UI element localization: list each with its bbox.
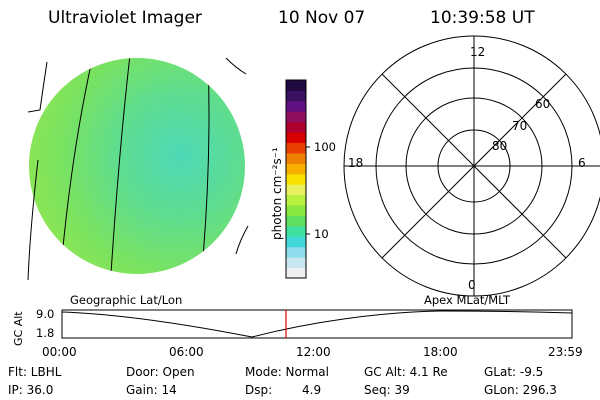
- polar-grid: [343, 35, 600, 297]
- observation-date: 10 Nov 07: [278, 8, 366, 28]
- colorbar-swatch: [286, 121, 306, 133]
- status-gc-alt: GC Alt: 4.1 Re: [364, 365, 448, 379]
- colorbar-swatch: [286, 205, 306, 216]
- colorbar-swatch: [286, 194, 306, 206]
- colorbar-swatch: [286, 267, 306, 279]
- timeline-xtick-0: 00:00: [42, 345, 77, 359]
- colorbar-swatch: [286, 142, 306, 154]
- colorbar-swatch: [286, 215, 306, 227]
- status-dsp-label: Dsp:: [245, 383, 273, 397]
- status-gain: Gain: 14: [126, 383, 177, 397]
- observation-time: 10:39:58 UT: [430, 8, 535, 28]
- lat-label-60: 60: [535, 97, 551, 111]
- status-glat: GLat: -9.5: [484, 365, 544, 379]
- timeline-xtick-1: 06:00: [169, 345, 204, 359]
- colorbar-swatch: [286, 257, 306, 269]
- lat-label-70: 70: [512, 119, 528, 133]
- colorbar-swatch: [286, 80, 306, 91]
- colorbar-swatch: [286, 225, 306, 237]
- timeline-right-label: Apex MLat/MLT: [424, 293, 511, 307]
- status-dsp-value: 4.9: [302, 383, 322, 397]
- status-glon: GLon: 296.3: [484, 383, 557, 397]
- status-seq: Seq: 39: [364, 383, 410, 397]
- timeline-ytick-max: 9.0: [36, 307, 55, 321]
- timeline-xtick-3: 18:00: [423, 345, 458, 359]
- colorbar-swatch: [286, 111, 306, 123]
- status-mode: Mode: Normal: [245, 365, 329, 379]
- mlt-label-18: 18: [348, 156, 364, 170]
- colorbar-tick-10: 10: [314, 227, 329, 241]
- uv-earth-image: [29, 58, 245, 274]
- colorbar-swatch: [286, 90, 306, 102]
- mlt-label-0: 0: [468, 278, 476, 292]
- status-filter: Flt: LBHL: [8, 365, 62, 379]
- colorbar: [285, 79, 310, 279]
- timeline-ytick-min: 1.8: [36, 326, 55, 340]
- status-ip: IP: 36.0: [8, 383, 54, 397]
- status-door: Door: Open: [126, 365, 195, 379]
- timeline-xtick-2: 12:00: [296, 345, 331, 359]
- timeline-xtick-4: 23:59: [548, 345, 583, 359]
- colorbar-swatch: [286, 152, 306, 164]
- colorbar-swatch: [286, 236, 306, 248]
- colorbar-swatch: [286, 173, 306, 185]
- colorbar-swatch: [286, 184, 306, 196]
- colorbar-swatch: [286, 163, 306, 175]
- mlt-label-12: 12: [470, 45, 486, 59]
- colorbar-swatch: [286, 132, 306, 144]
- lat-label-80: 80: [492, 139, 508, 153]
- timeline-left-label: Geographic Lat/Lon: [70, 293, 183, 307]
- mlt-label-6: 6: [578, 156, 586, 170]
- timeline-ylabel: GC Alt: [12, 311, 25, 346]
- colorbar-swatch: [286, 246, 306, 258]
- colorbar-swatch: [286, 100, 306, 112]
- colorbar-unit-label: photon cm⁻²s⁻¹: [270, 147, 284, 240]
- colorbar-tick-100: 100: [314, 140, 336, 154]
- altitude-timeline: [61, 309, 573, 339]
- instrument-title: Ultraviolet Imager: [48, 8, 202, 28]
- coastline-lines: [27, 57, 249, 281]
